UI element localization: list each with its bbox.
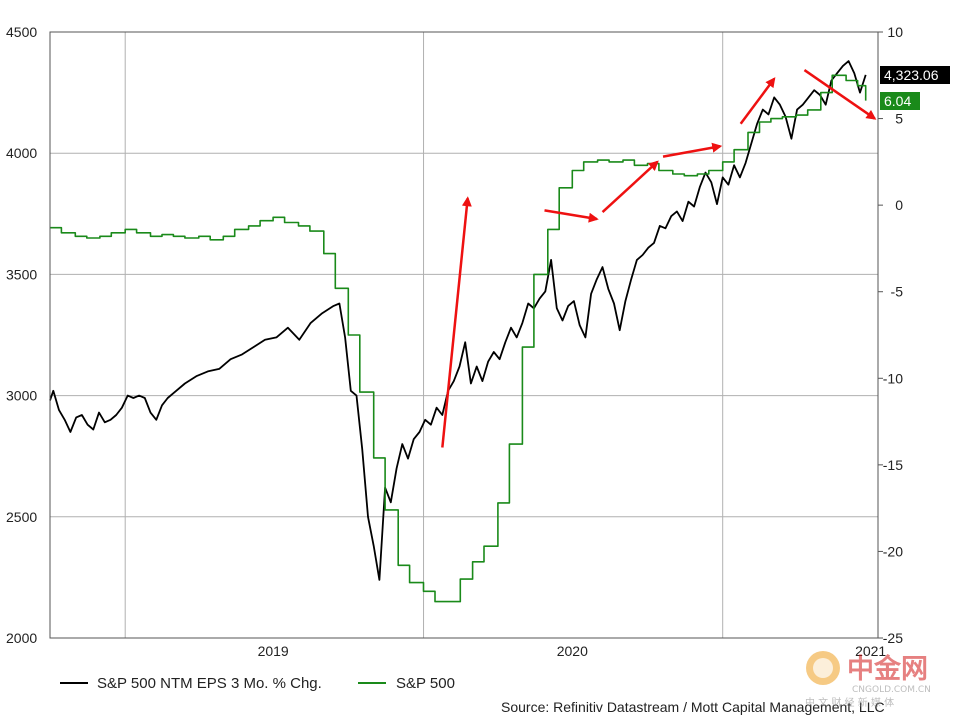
annotation-arrow — [441, 196, 472, 448]
source-note: Source: Refinitiv Datastream / Mott Capi… — [501, 699, 885, 715]
left-tick-label: 3500 — [6, 266, 37, 282]
series-line-eps — [49, 60, 867, 581]
last-value-badge-black: 4,323.06 — [880, 66, 950, 84]
right-tick-label: 10 — [887, 24, 903, 40]
right-axis-ticks: -25 -20 -15 -10 -5 0 5 10 — [878, 24, 903, 646]
right-tick-label: -5 — [891, 284, 904, 300]
left-tick-label: 2500 — [6, 509, 37, 525]
annotation-arrow — [601, 160, 659, 213]
series-layer — [49, 60, 867, 603]
right-tick-label: 5 — [895, 111, 903, 127]
annotation-arrow — [544, 209, 599, 223]
watermark-brand: 中金网 — [847, 653, 928, 685]
right-tick-label: 0 — [895, 197, 903, 213]
annotation-arrows — [441, 69, 877, 448]
annotation-arrow — [803, 69, 877, 120]
right-tick-label: -25 — [883, 630, 903, 646]
last-value-badge-green: 6.04 — [880, 92, 920, 110]
watermark-tagline: 中 文 财 经 新 媒 体 — [805, 696, 894, 709]
annotation-arrow — [662, 142, 723, 158]
right-tick-label: -20 — [883, 543, 903, 559]
watermark-domain: CNGOLD.COM.CN — [852, 685, 931, 695]
last-value-label-green: 6.04 — [884, 93, 911, 109]
series-line-sp500 — [50, 74, 867, 603]
right-tick-label: -15 — [883, 457, 903, 473]
watermark-coin-icon — [806, 651, 840, 685]
x-tick-label: 2021 — [855, 643, 886, 659]
plot-frame — [49, 31, 879, 639]
x-axis-ticks: 2019 2020 2021 — [258, 643, 887, 659]
left-axis-ticks: 2000 2500 3000 3500 4000 4500 — [6, 24, 37, 646]
last-value-label-black: 4,323.06 — [884, 67, 939, 83]
legend: S&P 500 NTM EPS 3 Mo. % Chg. S&P 500 — [60, 675, 455, 692]
right-tick-label: -10 — [883, 370, 903, 386]
watermark-logo: 中金网 CNGOLD.COM.CN 中 文 财 经 新 媒 体 — [805, 651, 931, 709]
legend-label-black: S&P 500 NTM EPS 3 Mo. % Chg. — [97, 675, 322, 692]
left-tick-label: 3000 — [6, 388, 37, 404]
left-tick-label: 2000 — [6, 630, 37, 646]
legend-label-green: S&P 500 — [396, 675, 455, 692]
plot-area — [50, 32, 878, 638]
left-tick-label: 4500 — [6, 24, 37, 40]
x-tick-label: 2019 — [258, 643, 289, 659]
x-tick-label: 2020 — [557, 643, 588, 659]
annotation-arrow — [739, 77, 776, 125]
left-tick-label: 4000 — [6, 145, 37, 161]
